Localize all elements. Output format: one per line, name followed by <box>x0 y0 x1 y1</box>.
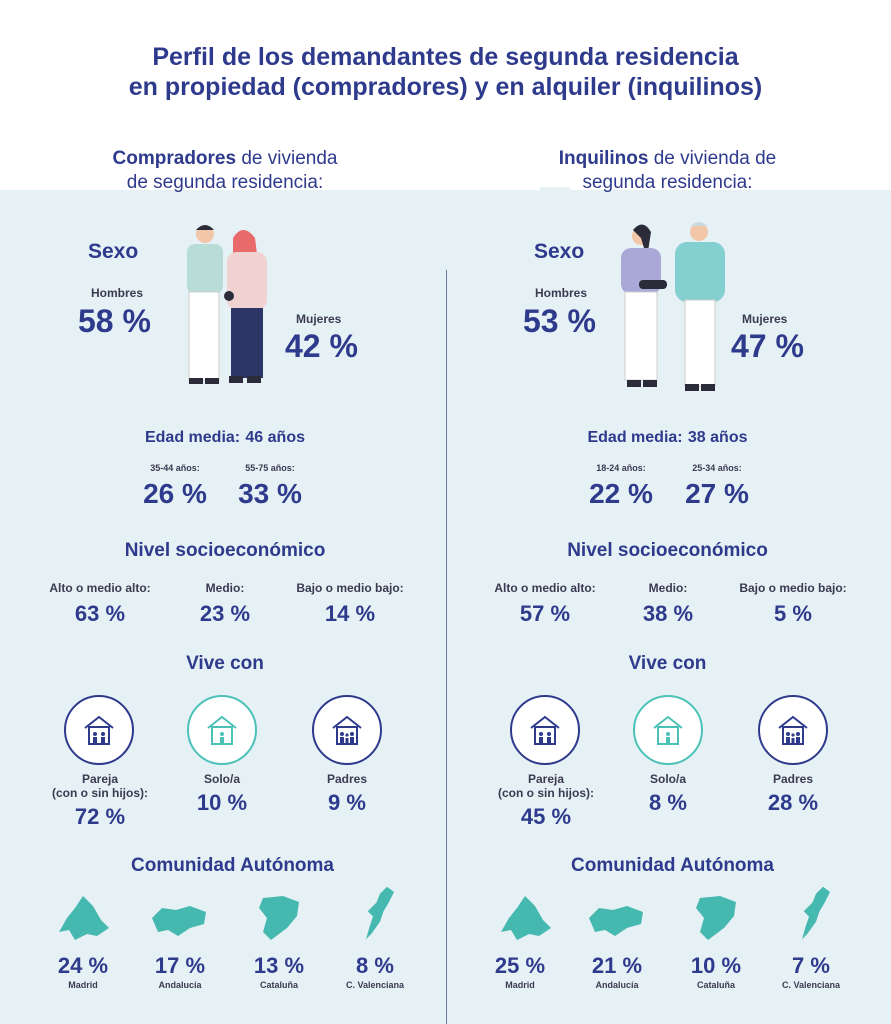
left-comunidad-2-pct: 17 % <box>154 953 206 978</box>
right-comunidad-2-name: Andalucía <box>595 980 639 990</box>
right-vive-family-circle <box>510 695 580 765</box>
left-vive-item-1-pct: 72 % <box>74 804 126 829</box>
right-comunidad-2-pct: 21 % <box>591 953 643 978</box>
left-heading: Compradores de vivienda de segunda resid… <box>112 148 338 193</box>
right-men-label: Hombres <box>534 286 587 300</box>
house-parents-icon <box>778 715 808 745</box>
left-age-group-1-pct: 26 % <box>143 478 207 509</box>
right-comunidad-3-pct: 10 % <box>690 953 742 978</box>
right-vive-label: Vive con <box>628 653 707 674</box>
right-age-group-2-label: 25-34 años: <box>692 463 742 473</box>
left-women-pct: 42 % <box>285 328 358 364</box>
madrid-map-icon <box>59 896 109 940</box>
right-age-group-2-pct: 27 % <box>685 478 749 509</box>
right-edad: Edad media: 38 años <box>587 429 748 446</box>
right-heading: Inquilinos de vivienda de segunda reside… <box>558 148 777 193</box>
left-nivel-item-1-pct: 63 % <box>74 601 126 626</box>
left-nivel-item-2-label: Medio: <box>205 581 245 595</box>
left-vive-single-circle <box>187 695 257 765</box>
andalucia-map-icon <box>589 906 643 936</box>
right-vive-item-1-pct: 45 % <box>520 804 572 829</box>
left-vive-item-3-label: Padres <box>326 772 368 786</box>
left-women-label: Mujeres <box>296 312 342 326</box>
right-men-pct: 53 % <box>523 303 596 339</box>
left-vive-item-2-pct: 10 % <box>196 790 248 815</box>
left-vive-item-3-pct: 9 % <box>328 790 366 815</box>
left-nivel-label: Nivel socioeconómico <box>124 540 326 561</box>
house-single-icon <box>653 715 683 745</box>
buyers-couple-illustration <box>187 225 267 384</box>
right-comunidad-4-name: C. Valenciana <box>781 980 841 990</box>
right-vive-item-1-label: Pareja (con o sin hijos): <box>498 772 594 800</box>
left-vive-parents-circle <box>312 695 382 765</box>
madrid-map-icon <box>501 896 551 940</box>
right-sexo-label: Sexo <box>534 240 585 263</box>
left-comunidad-1-pct: 24 % <box>57 953 109 978</box>
cataluna-map-icon <box>259 896 299 940</box>
andalucia-map-icon <box>152 906 206 936</box>
left-vive-family-circle <box>64 695 134 765</box>
left-vive-item-2-label: Solo/a <box>203 772 240 786</box>
right-comunidad-1-pct: 25 % <box>494 953 546 978</box>
left-nivel-item-3-label: Bajo o medio bajo: <box>296 581 404 595</box>
house-family-icon <box>530 715 560 745</box>
right-nivel-item-1-label: Alto o medio alto: <box>494 581 596 595</box>
right-nivel-item-2-pct: 38 % <box>642 601 694 626</box>
left-men-pct: 58 % <box>78 303 151 339</box>
right-vive-parents-circle <box>758 695 828 765</box>
left-age-group-2-label: 55-75 años: <box>245 463 295 473</box>
left-nivel-item-2-pct: 23 % <box>199 601 251 626</box>
right-comunidad-label: Comunidad Autónoma <box>571 855 774 876</box>
left-nivel-item-1-label: Alto o medio alto: <box>49 581 151 595</box>
left-comunidad-label: Comunidad Autónoma <box>131 855 334 876</box>
content-background <box>0 190 891 1024</box>
left-age-group-1-label: 35-44 años: <box>150 463 200 473</box>
left-comunidad-4-name: C. Valenciana <box>345 980 405 990</box>
left-comunidad-2-name: Andalucía <box>158 980 202 990</box>
left-comunidad-3-pct: 13 % <box>253 953 305 978</box>
right-women-label: Mujeres <box>742 312 788 326</box>
right-comunidad-4-pct: 7 % <box>792 953 830 978</box>
house-family-icon <box>84 715 114 745</box>
column-divider <box>446 270 447 1024</box>
left-vive-item-1-label: Pareja (con o sin hijos): <box>52 772 148 800</box>
right-comunidad-1-name: Madrid <box>505 980 535 990</box>
left-age-group-2-pct: 33 % <box>238 478 302 509</box>
valenciana-map-icon <box>366 886 394 940</box>
right-vive-item-2-label: Solo/a <box>649 772 686 786</box>
right-nivel-item-1-pct: 57 % <box>519 601 571 626</box>
left-edad: Edad media: 46 años <box>144 429 305 446</box>
left-men-label: Hombres <box>90 286 143 300</box>
cataluna-map-icon <box>696 896 736 940</box>
right-age-group-1-label: 18-24 años: <box>596 463 646 473</box>
right-nivel-item-3-pct: 5 % <box>774 601 812 626</box>
right-vive-item-3-label: Padres <box>772 772 814 786</box>
valenciana-map-icon <box>802 886 830 940</box>
left-comunidad-1-name: Madrid <box>68 980 98 990</box>
left-vive-label: Vive con <box>186 653 264 674</box>
right-women-pct: 47 % <box>731 328 804 364</box>
renters-couple-illustration <box>621 222 725 391</box>
left-comunidad-4-pct: 8 % <box>356 953 394 978</box>
left-sexo-label: Sexo <box>88 240 139 263</box>
right-vive-item-3-pct: 28 % <box>767 790 819 815</box>
right-vive-item-2-pct: 8 % <box>649 790 687 815</box>
right-nivel-item-2-label: Medio: <box>648 581 688 595</box>
left-comunidad-3-name: Cataluña <box>259 980 298 990</box>
right-nivel-item-3-label: Bajo o medio bajo: <box>739 581 847 595</box>
page-title: Perfil de los demandantes de segunda res… <box>128 43 763 101</box>
right-age-group-1-pct: 22 % <box>589 478 653 509</box>
house-parents-icon <box>332 715 362 745</box>
house-single-icon <box>207 715 237 745</box>
right-comunidad-3-name: Cataluña <box>696 980 735 990</box>
left-nivel-item-3-pct: 14 % <box>324 601 376 626</box>
right-nivel-label: Nivel socioeconómico <box>567 540 768 561</box>
right-vive-single-circle <box>633 695 703 765</box>
